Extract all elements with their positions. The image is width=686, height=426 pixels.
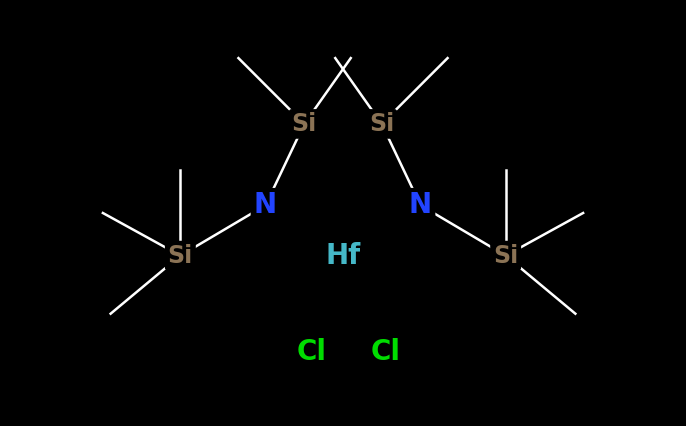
Text: N: N bbox=[254, 191, 277, 219]
Text: Cl: Cl bbox=[297, 338, 327, 366]
Text: Si: Si bbox=[493, 244, 519, 268]
Text: Si: Si bbox=[167, 244, 193, 268]
Text: N: N bbox=[409, 191, 432, 219]
Text: Si: Si bbox=[369, 112, 394, 136]
Text: Hf: Hf bbox=[325, 242, 361, 270]
Text: Si: Si bbox=[292, 112, 317, 136]
Text: Cl: Cl bbox=[370, 338, 401, 366]
